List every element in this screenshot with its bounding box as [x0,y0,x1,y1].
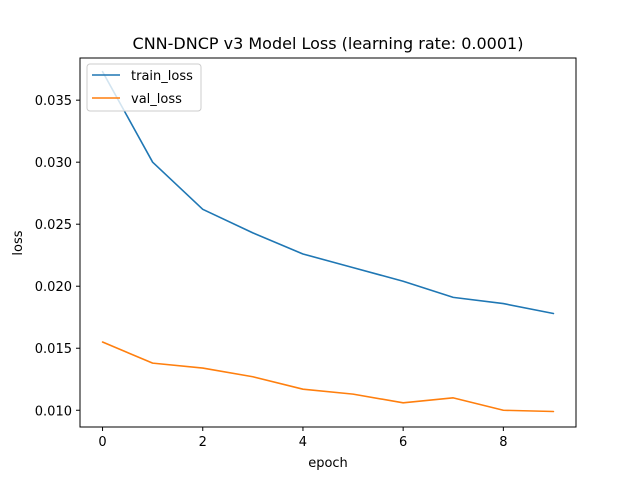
x-tick-label: 4 [299,435,307,450]
y-axis-label: loss [11,230,26,255]
legend: train_loss val_loss [86,63,202,112]
x-axis-label: epoch [308,456,348,471]
plot-frame [79,57,577,428]
series-line-val-loss [101,341,555,413]
x-tick-label: 2 [199,435,207,450]
legend-label-val-loss: val_loss [131,92,182,107]
y-tick-label: 0.030 [35,156,72,171]
x-tick-label: 6 [399,435,407,450]
y-tick-label: 0.025 [35,218,72,233]
series-line-train-loss [101,70,555,315]
y-tick-label: 0.010 [35,404,72,419]
x-tick-label: 0 [98,435,106,450]
y-tick-label: 0.035 [35,94,72,109]
x-axis-ticks: 0 2 4 6 8 [98,427,507,450]
legend-label-train-loss: train_loss [131,69,193,84]
y-axis-ticks: 0.010 0.015 0.020 0.025 0.030 0.035 [35,94,80,419]
y-tick-label: 0.015 [35,342,72,357]
x-tick-label: 8 [499,435,507,450]
chart-title: CNN-DNCP v3 Model Loss (learning rate: 0… [133,34,524,53]
chart-marks [101,70,555,413]
y-tick-label: 0.020 [35,280,72,295]
